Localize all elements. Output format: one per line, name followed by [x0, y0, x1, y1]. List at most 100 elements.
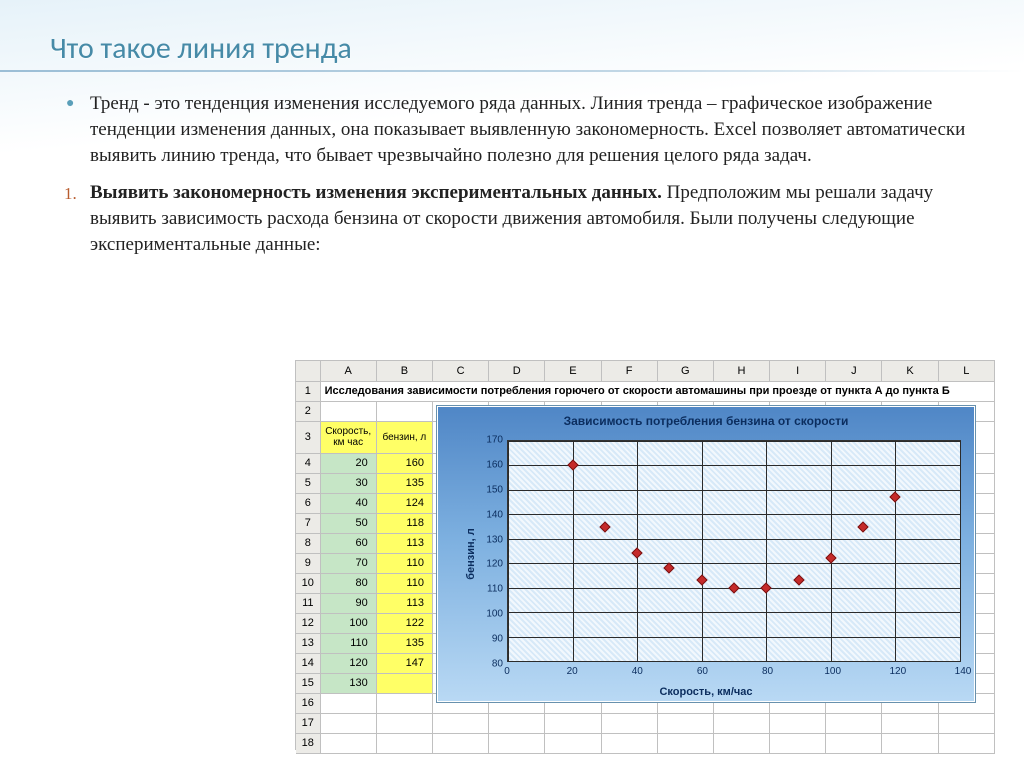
- numbered-list: Выявить закономерность изменения экспери…: [50, 180, 984, 259]
- cell: [376, 733, 432, 753]
- gridline-h: [508, 612, 960, 613]
- cell: [545, 733, 601, 753]
- cell: [320, 733, 376, 753]
- cell: [489, 733, 545, 753]
- row-header: 17: [296, 713, 320, 733]
- cell: 147: [376, 653, 432, 673]
- y-tick-label: 90: [473, 634, 503, 645]
- gridline-v: [766, 441, 767, 661]
- excel-corner: [296, 361, 320, 381]
- data-marker: [599, 521, 610, 532]
- x-tick-label: 140: [951, 666, 975, 677]
- x-tick-label: 40: [625, 666, 649, 677]
- page-title: Что такое линия тренда: [50, 30, 984, 67]
- numbered-bold: Выявить закономерность изменения экспери…: [90, 182, 662, 203]
- data-marker: [631, 548, 642, 559]
- gridline-v: [960, 441, 961, 661]
- data-marker: [696, 575, 707, 586]
- y-tick-label: 150: [473, 484, 503, 495]
- cell: [657, 713, 713, 733]
- cell: [826, 713, 882, 733]
- row-header: 6: [296, 493, 320, 513]
- x-tick-label: 80: [756, 666, 780, 677]
- cell: [713, 713, 769, 733]
- cell: [601, 733, 657, 753]
- cell: 113: [376, 593, 432, 613]
- y-tick-label: 160: [473, 459, 503, 470]
- y-tick-label: 130: [473, 534, 503, 545]
- numbered-item: Выявить закономерность изменения экспери…: [70, 180, 984, 259]
- row-header: 10: [296, 573, 320, 593]
- row-header: 18: [296, 733, 320, 753]
- chart-title: Зависимость потребления бензина от скоро…: [437, 406, 975, 428]
- cell: 30: [320, 473, 376, 493]
- plot-area: [507, 440, 961, 662]
- cell: 160: [376, 453, 432, 473]
- cell: [489, 713, 545, 733]
- cell: [320, 693, 376, 713]
- y-tick-label: 120: [473, 559, 503, 570]
- gridline-v: [831, 441, 832, 661]
- cell: [770, 713, 826, 733]
- data-marker: [728, 582, 739, 593]
- cell: [376, 401, 432, 421]
- cell: 50: [320, 513, 376, 533]
- data-marker: [567, 460, 578, 471]
- col-header: I: [770, 361, 826, 381]
- cell: 110: [376, 573, 432, 593]
- row-header: 9: [296, 553, 320, 573]
- col-header: A: [320, 361, 376, 381]
- gridline-h: [508, 563, 960, 564]
- row-header: 2: [296, 401, 320, 421]
- bullet-list: Тренд - это тенденция изменения исследуе…: [50, 91, 984, 170]
- row-header: 4: [296, 453, 320, 473]
- col-header: J: [826, 361, 882, 381]
- cell: 60: [320, 533, 376, 553]
- x-tick-label: 0: [495, 666, 519, 677]
- cell: [770, 733, 826, 753]
- cell: 110: [320, 633, 376, 653]
- gridline-h: [508, 539, 960, 540]
- col-header: D: [489, 361, 545, 381]
- col-header: H: [713, 361, 769, 381]
- cell: [376, 713, 432, 733]
- cell: [713, 733, 769, 753]
- row-header: 1: [296, 381, 320, 401]
- y-tick-label: 110: [473, 584, 503, 595]
- cell: 100: [320, 613, 376, 633]
- row-header: 13: [296, 633, 320, 653]
- cell: 130: [320, 673, 376, 693]
- cell: 110: [376, 553, 432, 573]
- cell: 40: [320, 493, 376, 513]
- cell: 122: [376, 613, 432, 633]
- cell: [432, 733, 488, 753]
- x-tick-label: 100: [821, 666, 845, 677]
- scatter-chart: Зависимость потребления бензина от скоро…: [436, 405, 976, 703]
- y-tick-label: 170: [473, 435, 503, 446]
- gridline-h: [508, 441, 960, 442]
- cell: [432, 713, 488, 733]
- cell: Исследования зависимости потребления гор…: [320, 381, 994, 401]
- cell: 135: [376, 473, 432, 493]
- data-marker: [761, 582, 772, 593]
- bullet-item: Тренд - это тенденция изменения исследуе…: [70, 91, 984, 170]
- col-header: B: [376, 361, 432, 381]
- gridline-h: [508, 661, 960, 662]
- cell: [545, 713, 601, 733]
- cell: [657, 733, 713, 753]
- cell: бензин, л: [376, 421, 432, 453]
- col-header: G: [657, 361, 713, 381]
- data-marker: [857, 521, 868, 532]
- x-tick-label: 60: [690, 666, 714, 677]
- cell: 20: [320, 453, 376, 473]
- cell: [320, 713, 376, 733]
- cell: Скорость,км час: [320, 421, 376, 453]
- data-marker: [793, 575, 804, 586]
- cell: 90: [320, 593, 376, 613]
- row-header: 16: [296, 693, 320, 713]
- gridline-v: [508, 441, 509, 661]
- row-header: 5: [296, 473, 320, 493]
- gridline-v: [702, 441, 703, 661]
- x-axis-label: Скорость, км/час: [437, 686, 975, 698]
- cell: [938, 713, 994, 733]
